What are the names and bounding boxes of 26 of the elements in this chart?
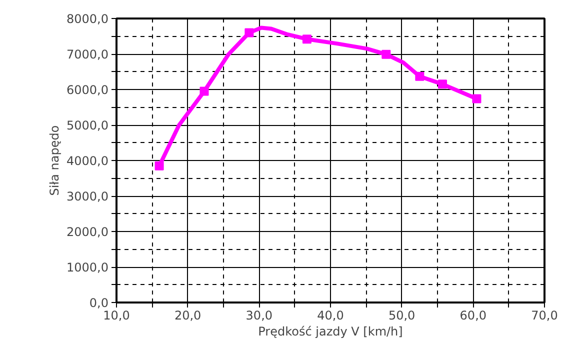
point <box>200 86 209 96</box>
y-axis-title: Siła napędo <box>48 125 62 196</box>
y-tick-label: 3000,0 <box>66 190 109 204</box>
y-tick-label: 5000,0 <box>66 118 109 132</box>
y-tick-label: 7000,0 <box>66 48 109 62</box>
y-tick-label: 2000,0 <box>66 225 109 239</box>
x-tick-label: 10,0 <box>103 308 130 322</box>
point <box>438 80 447 89</box>
point <box>154 161 164 170</box>
point <box>244 28 254 38</box>
x-tick-label: 70,0 <box>531 308 558 322</box>
y-tick-label: 4000,0 <box>66 154 109 168</box>
x-tick-label: 30,0 <box>246 308 273 322</box>
y-tick-label: 6000,0 <box>66 83 109 97</box>
x-tick-label: 50,0 <box>388 308 416 322</box>
x-tick-label: 40,0 <box>317 308 344 322</box>
x-tick-label: 60,0 <box>460 308 487 322</box>
y-tick-label: 1000,0 <box>66 260 109 274</box>
point <box>472 94 482 104</box>
point <box>302 34 312 44</box>
x-tick-label: 20,0 <box>174 308 202 322</box>
point <box>415 72 424 81</box>
x-axis-title: Prędkość jazdy V [km/h] <box>258 324 403 338</box>
point <box>382 50 391 59</box>
y-tick-label: 8000,0 <box>66 12 109 26</box>
y-tick-label: 0,0 <box>89 296 109 310</box>
